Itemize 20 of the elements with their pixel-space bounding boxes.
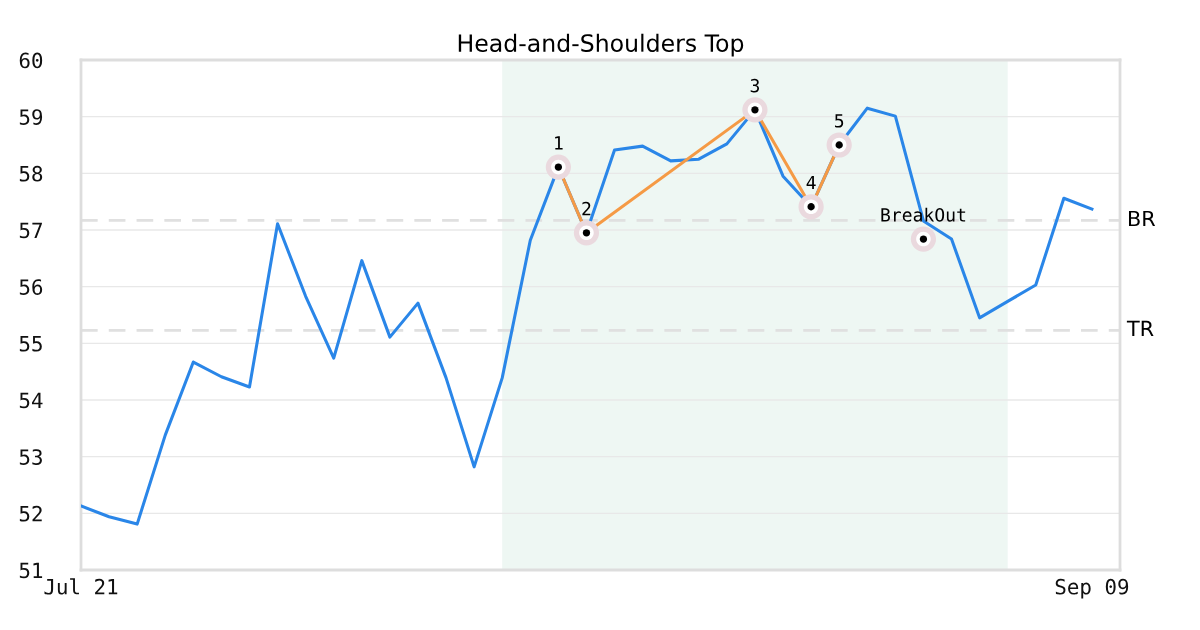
y-tick-label: 56 [19, 279, 43, 295]
y-tick-label: 55 [19, 336, 42, 352]
x-tick-label: Jul 21 [44, 578, 118, 595]
series-label: 2 [582, 201, 591, 216]
y-tick-label: 51 [19, 562, 43, 579]
series-label: 1 [555, 136, 563, 150]
series-label: 3 [750, 78, 760, 93]
chart-title: Head-and-Shoulders Top [458, 33, 744, 57]
series-label: 5 [835, 114, 844, 128]
y-tick-label: 59 [19, 109, 43, 125]
ref-line-label: BR [1128, 210, 1156, 227]
ref-line-label: TR [1126, 320, 1154, 337]
series-label: 4 [806, 175, 816, 190]
y-tick-label: 54 [19, 392, 43, 409]
y-tick-label: 53 [19, 449, 42, 465]
y-tick-label: 52 [19, 505, 42, 522]
y-tick-label: 60 [19, 52, 43, 69]
x-tick-label: Sep 09 [1055, 578, 1129, 599]
y-tick-label: 57 [19, 222, 42, 239]
y-tick-label: 58 [19, 165, 43, 182]
